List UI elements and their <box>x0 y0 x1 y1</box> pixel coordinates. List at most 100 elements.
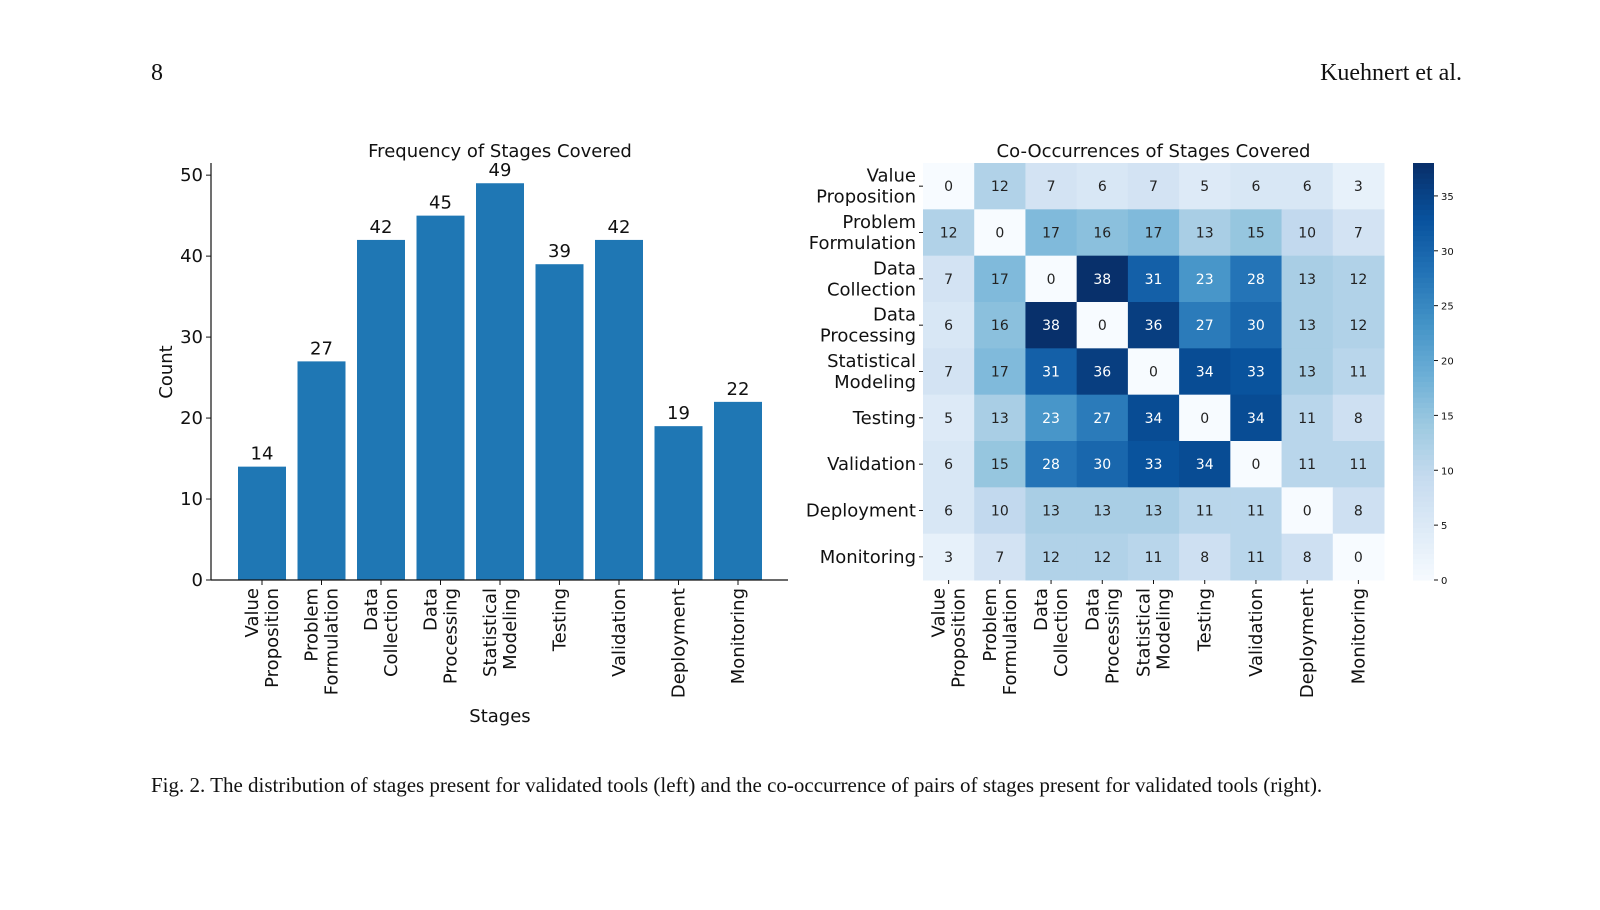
heatmap-cell-value: 11 <box>1145 550 1163 566</box>
heatmap-cell-value: 30 <box>1093 457 1111 473</box>
colorbar-segment <box>1413 501 1434 508</box>
heatmap-cell-value: 13 <box>1298 365 1316 381</box>
colorbar-tick-label: 0 <box>1441 576 1447 587</box>
heatmap-cell <box>1230 209 1283 257</box>
bar <box>416 215 465 580</box>
heatmap-cell-value: 13 <box>1093 504 1111 520</box>
heatmap-cell-value: 0 <box>1200 411 1209 427</box>
heatmap-cell-value: 38 <box>1042 318 1060 334</box>
x-tick-label: Data <box>421 588 442 631</box>
y-tick-label: 20 <box>180 408 203 429</box>
colorbar-segment <box>1413 423 1434 430</box>
heatmap-x-label: Formulation <box>1000 588 1021 695</box>
heatmap-y-label: Testing <box>852 408 916 429</box>
bar-value-label: 49 <box>489 160 512 181</box>
colorbar-segment <box>1413 407 1434 414</box>
heatmap-cell <box>1332 487 1385 535</box>
heatmap-cell-value: 6 <box>1251 179 1260 195</box>
colorbar-segment <box>1413 392 1434 399</box>
heatmap-cell-value: 7 <box>1354 226 1363 242</box>
heatmap-cell <box>1179 487 1231 535</box>
heatmap-cell <box>1127 163 1180 210</box>
colorbar-segment <box>1413 574 1434 581</box>
heatmap-cell-value: 17 <box>1145 226 1163 242</box>
heatmap-cell <box>1230 163 1283 210</box>
heatmap-cell <box>1127 302 1180 349</box>
heatmap-cell-value: 17 <box>991 272 1009 288</box>
heatmap-cell-value: 16 <box>991 318 1009 334</box>
colorbar-segment <box>1413 449 1434 456</box>
heatmap-x-label: Monitoring <box>1348 588 1369 684</box>
heatmap-cell <box>1076 487 1129 535</box>
heatmap-cell-value: 11 <box>1247 550 1265 566</box>
heatmap-cell-value: 8 <box>1200 550 1209 566</box>
heatmap-cell <box>1179 209 1231 257</box>
heatmap-cell <box>1127 255 1180 303</box>
heatmap-cell <box>1127 533 1180 581</box>
colorbar-segment <box>1413 465 1434 472</box>
bar-value-label: 14 <box>251 444 274 465</box>
x-tick-label-group: Statistical Modeling <box>480 588 521 677</box>
heatmap-x-label-group: Deployment <box>1297 588 1318 698</box>
heatmap-cell-value: 23 <box>1196 272 1214 288</box>
heatmap-cell <box>1076 348 1129 396</box>
bar <box>357 239 405 580</box>
bar <box>714 401 762 580</box>
colorbar-segment <box>1413 277 1434 284</box>
colorbar-tick-label: 35 <box>1441 192 1454 203</box>
heatmap-cell <box>1332 255 1385 303</box>
heatmap-x-label-group: Problem Formulation <box>980 588 1021 695</box>
heatmap-y-label: Proposition <box>816 187 916 208</box>
heatmap-cell-value: 12 <box>1349 318 1367 334</box>
x-tick-label: Statistical <box>480 588 501 677</box>
bar-value-label: 42 <box>370 217 393 238</box>
heatmap-y-label: Validation <box>827 454 916 475</box>
colorbar-segment <box>1413 230 1434 237</box>
colorbar-segment <box>1413 262 1434 268</box>
heatmap-cell <box>1179 394 1231 442</box>
heatmap-cell-value: 36 <box>1145 318 1163 334</box>
heatmap-cell-value: 17 <box>1042 226 1060 242</box>
colorbar-segment <box>1413 460 1434 466</box>
page-number: 8 <box>151 60 163 86</box>
x-axis-label: Stages <box>469 706 530 727</box>
bar-chart-title: Frequency of Stages Covered <box>368 141 632 162</box>
heatmap-cell-value: 15 <box>1247 226 1265 242</box>
colorbar-segment <box>1413 366 1434 373</box>
colorbar-segment <box>1413 434 1434 440</box>
heatmap-cell <box>1281 255 1334 303</box>
heatmap-y-label: Formulation <box>809 233 916 254</box>
heatmap-cell-value: 31 <box>1042 365 1060 381</box>
heatmap-cell-value: 6 <box>944 504 953 520</box>
heatmap-cell-value: 0 <box>995 226 1004 242</box>
heatmap-cell-value: 12 <box>1349 272 1367 288</box>
x-tick-label: Processing <box>441 588 462 684</box>
heatmap-cell-value: 34 <box>1145 411 1163 427</box>
heatmap-cell-value: 12 <box>940 226 958 242</box>
heatmap-x-label: Processing <box>1102 588 1123 684</box>
colorbar-tick-label: 5 <box>1441 521 1447 532</box>
colorbar-segment <box>1413 444 1434 451</box>
heatmap-cell-value: 27 <box>1196 318 1214 334</box>
colorbar-segment <box>1413 418 1434 425</box>
colorbar-segment <box>1413 402 1434 409</box>
x-tick-label: Deployment <box>669 588 690 698</box>
heatmap-cell <box>1025 209 1078 257</box>
colorbar-tick-label: 30 <box>1441 247 1454 258</box>
heatmap-cell-value: 6 <box>1098 179 1107 195</box>
y-axis-label: Count <box>156 345 177 398</box>
heatmap-cell-value: 0 <box>944 179 953 195</box>
heatmap-cell-value: 28 <box>1042 457 1060 473</box>
x-tick-label-group: Value Proposition <box>242 588 283 688</box>
colorbar-segment <box>1413 183 1434 190</box>
heatmap-cell <box>1179 255 1231 303</box>
heatmap-y-label: Monitoring <box>820 547 916 568</box>
heatmap-cell <box>1025 533 1078 581</box>
colorbar-segment <box>1413 496 1434 503</box>
heatmap-cell <box>923 302 975 349</box>
heatmap-cell <box>974 441 1026 488</box>
heatmap-x-label: Data <box>1031 588 1052 631</box>
bar-value-label: 39 <box>548 241 571 262</box>
heatmap-cell <box>974 302 1026 349</box>
